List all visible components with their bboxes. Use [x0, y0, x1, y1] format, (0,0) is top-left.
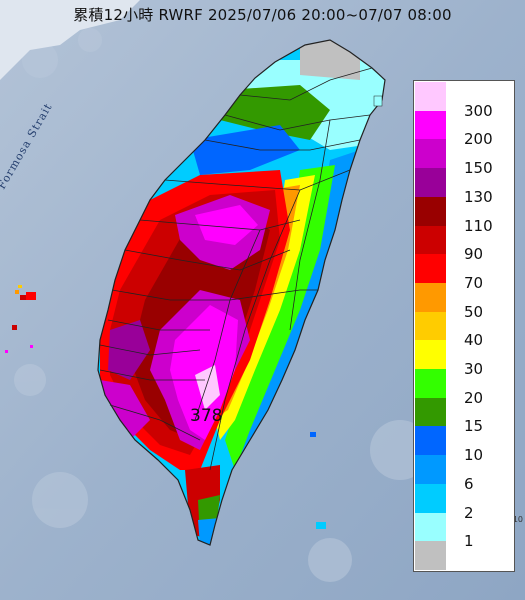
legend-label: 90 [464, 245, 484, 264]
legend-label: 30 [464, 360, 484, 379]
rainfall-legend: 300 200 150 130 110 90 70 50 40 30 20 15 10 6 2 1 [413, 80, 515, 572]
legend-label: 150 [464, 159, 493, 178]
legend-swatch [415, 196, 446, 226]
legend-swatch [415, 541, 446, 570]
legend-label: 2 [464, 503, 474, 522]
legend-label: 1 [464, 532, 474, 551]
legend-label: 6 [464, 474, 474, 493]
legend-swatch [415, 282, 446, 312]
legend-label: 50 [464, 302, 484, 321]
legend-label: 110 [464, 216, 493, 235]
legend-swatch [415, 512, 446, 542]
legend-label: 200 [464, 130, 493, 149]
legend-swatch [415, 168, 446, 197]
taiwan-coastline [97, 39, 386, 546]
orchid-island [316, 522, 326, 529]
legend-label: 40 [464, 331, 484, 350]
county-boundaries [99, 67, 373, 471]
legend-swatch [415, 82, 446, 111]
legend-swatch [415, 340, 446, 370]
legend-label: 20 [464, 388, 484, 407]
keelung-islet [373, 95, 383, 107]
legend-swatch [415, 455, 446, 484]
legend-swatch [415, 426, 446, 456]
legend-swatch [415, 397, 446, 427]
map-title: 累積12小時 RWRF 2025/07/06 20:00~07/07 08:00 [73, 6, 452, 24]
green-island [310, 432, 316, 437]
legend-swatch [415, 139, 446, 169]
penghu-islands [5, 285, 36, 353]
max-rainfall-label: 378 [190, 406, 223, 426]
legend-swatch [415, 311, 446, 341]
edge-label: 10 [512, 515, 523, 524]
legend-label: 300 [464, 101, 493, 120]
legend-swatch [415, 254, 446, 283]
legend-label: 130 [464, 187, 493, 206]
legend-label: 10 [464, 446, 484, 465]
legend-swatch [415, 369, 446, 398]
mainland-coast [0, 0, 140, 80]
legend-swatch [415, 110, 446, 140]
legend-label: 70 [464, 273, 484, 292]
legend-swatch [415, 225, 446, 255]
legend-swatch [415, 483, 446, 513]
legend-label: 15 [464, 417, 484, 436]
